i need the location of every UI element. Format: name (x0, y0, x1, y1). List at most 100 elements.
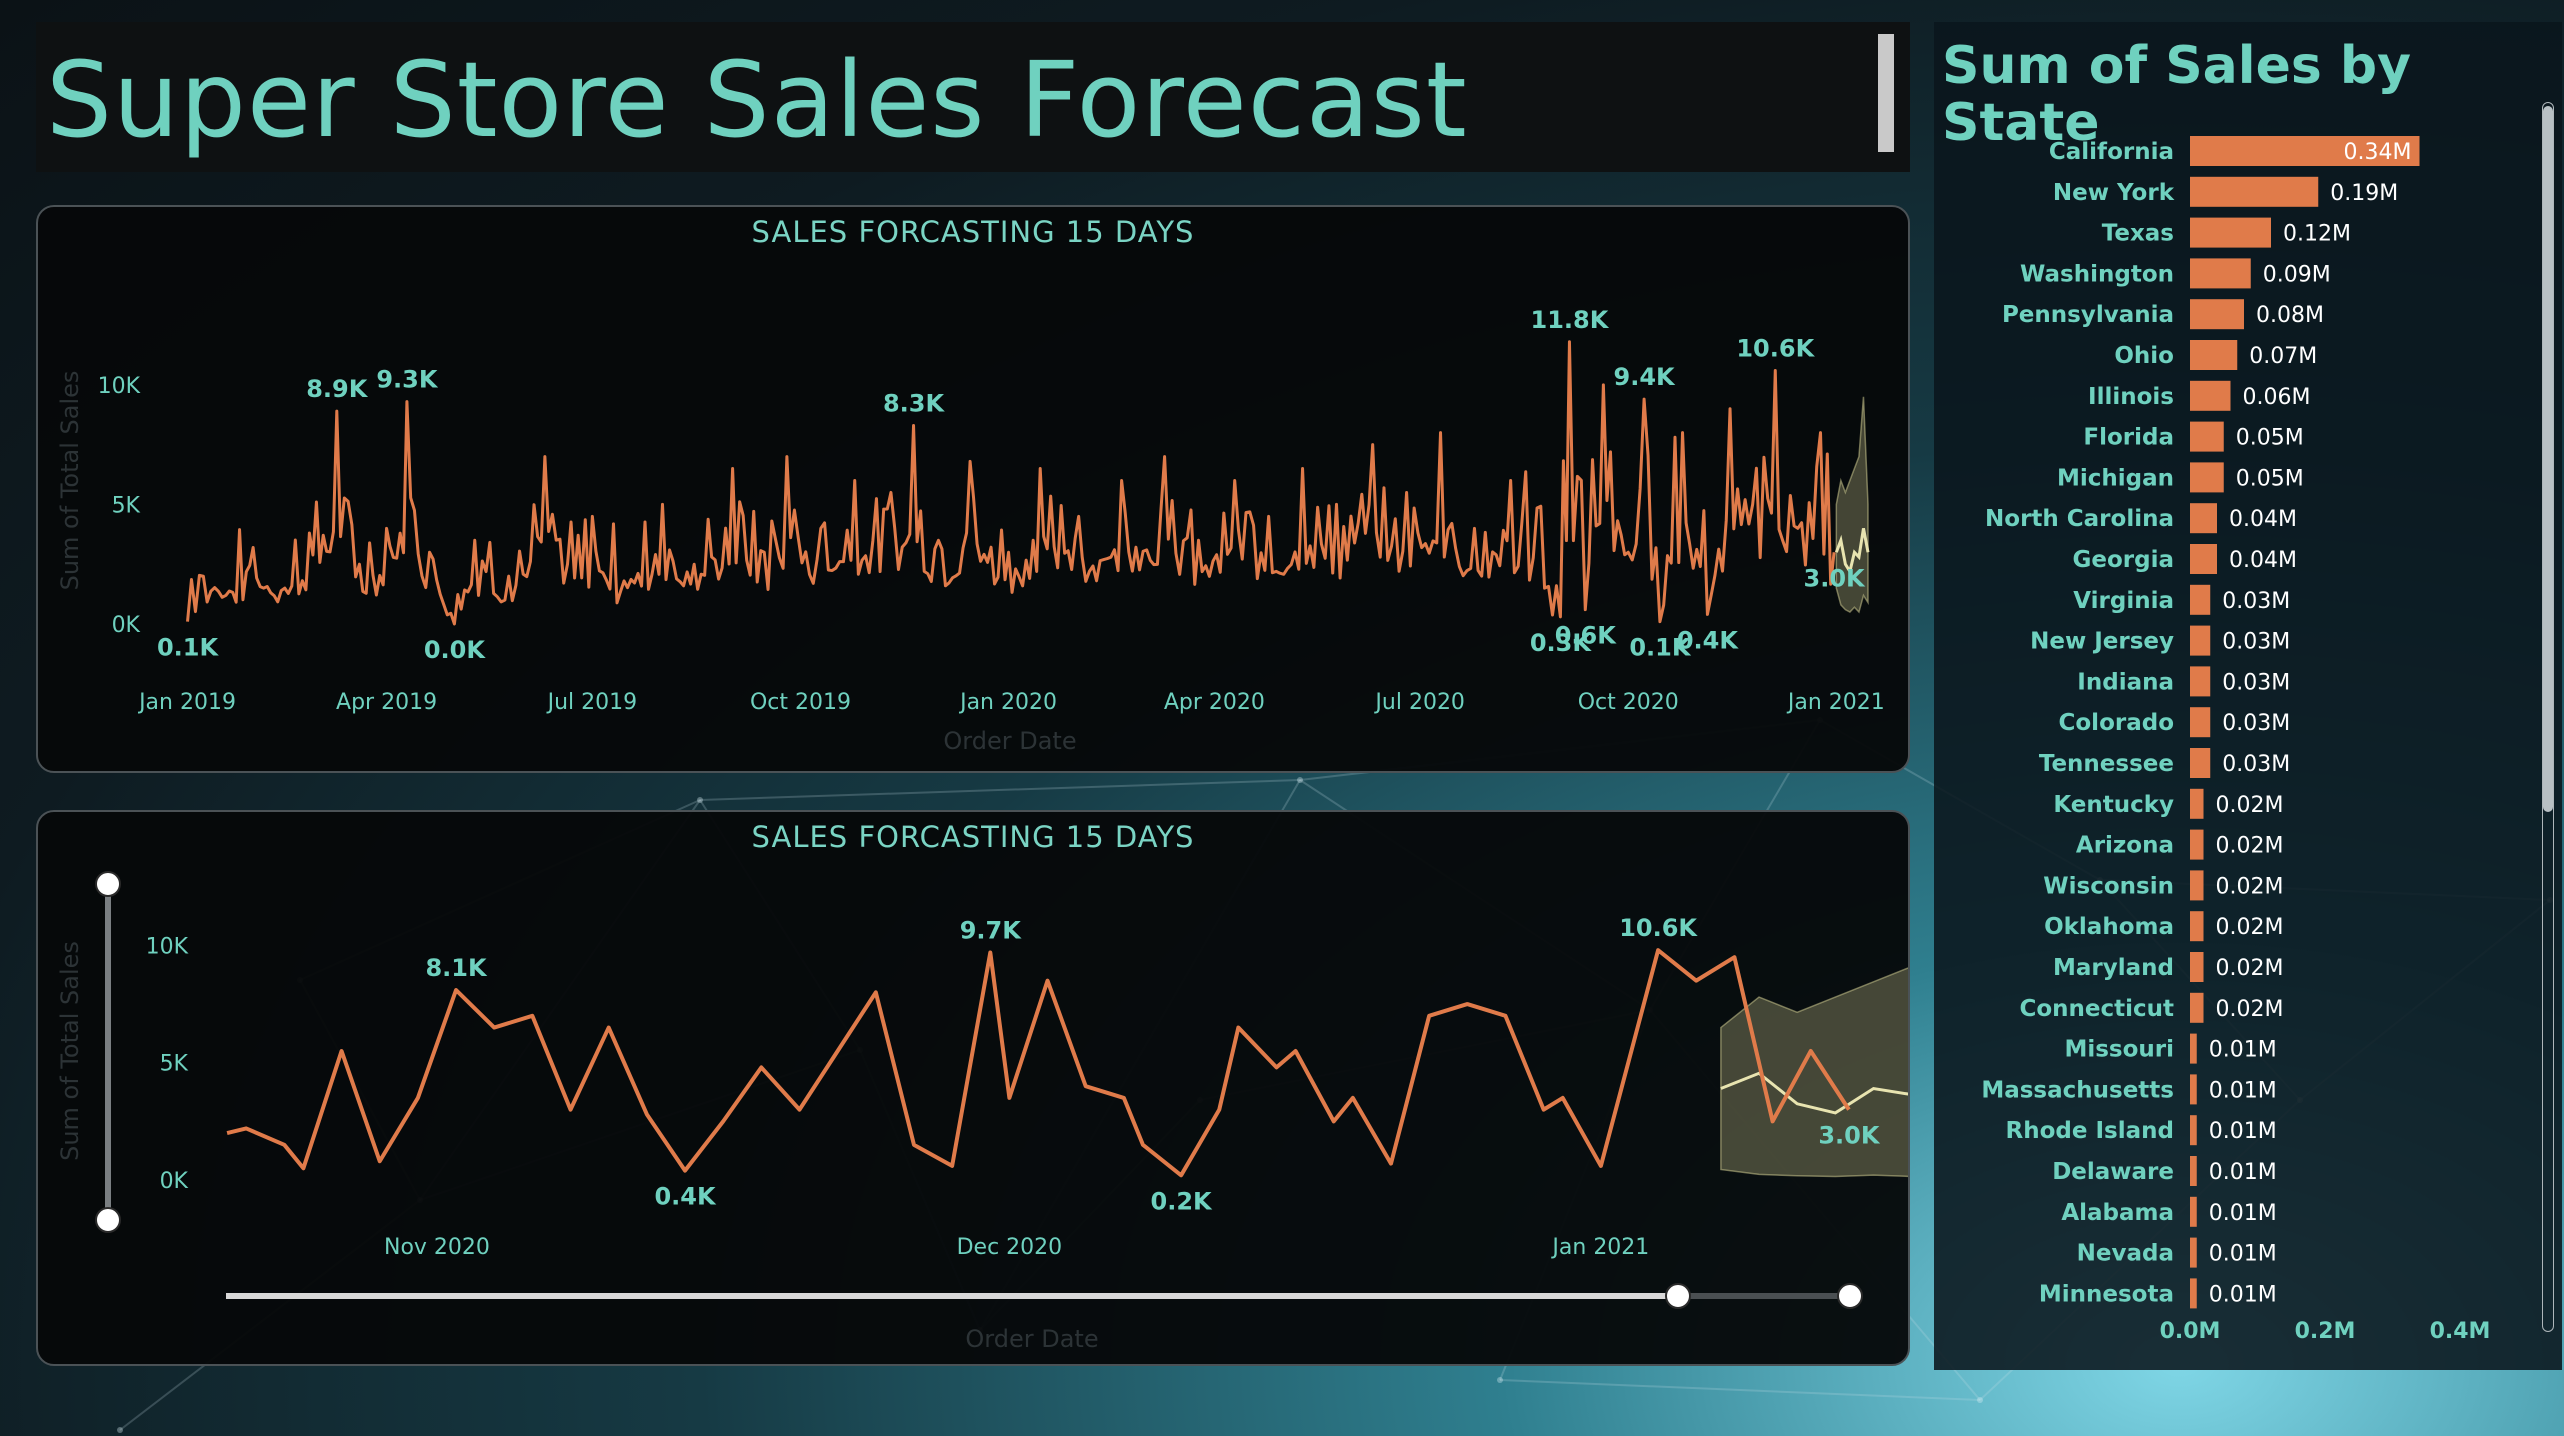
sales-forecast-zoom-chart[interactable]: Sum of Total Sales Order Date 0K 5K 10K Nov 2… (38, 812, 1989, 1364)
state-bar (2190, 136, 2420, 166)
state-label: Virginia (2073, 588, 2174, 614)
scrollbar-thumb[interactable] (2543, 106, 2553, 812)
state-bar (2190, 992, 2204, 1023)
data-label: 11.8K (1531, 306, 1610, 334)
state-bar (2190, 1196, 2197, 1227)
state-label: Rhode Island (2006, 1118, 2174, 1144)
state-label: Delaware (2052, 1159, 2174, 1185)
state-bar (2190, 380, 2231, 411)
bar-value-label: 0.01M (2209, 1201, 2277, 1226)
state-bar (2190, 666, 2211, 697)
state-bar (2190, 1074, 2197, 1105)
network-node (117, 1427, 123, 1433)
state-label: Massachusetts (1981, 1077, 2174, 1103)
state-bar (2190, 299, 2244, 330)
state-label: California (2049, 139, 2174, 165)
state-bar (2190, 748, 2211, 778)
bar-value-label: 0.12M (2283, 222, 2351, 247)
state-bar (2190, 217, 2271, 248)
state-label: Connecticut (2019, 996, 2174, 1022)
state-bar (2190, 870, 2204, 901)
state-bar (2190, 503, 2217, 534)
state-label: Tennessee (2039, 751, 2174, 777)
bar-value-label: 0.03M (2222, 670, 2290, 695)
state-label: North Carolina (1985, 506, 2174, 532)
state-label: Michigan (2057, 465, 2174, 491)
bar-value-label: 0.01M (2209, 1119, 2277, 1144)
state-label: Ohio (2114, 343, 2174, 369)
state-label: Florida (2083, 425, 2174, 451)
sales-forecast-zoom-card: SALES FORCASTING 15 DAYS Sum of Total Sa… (36, 810, 1989, 1366)
y-tick-label: 0K (160, 1169, 189, 1194)
state-label: Alabama (2061, 1200, 2174, 1226)
x-tick-label: Apr 2019 (336, 690, 437, 715)
vertical-slider-bottom-handle[interactable] (95, 1207, 121, 1233)
bar-value-label: 0.02M (2216, 834, 2284, 859)
bar-value-label: 0.05M (2236, 426, 2304, 451)
state-label: Wisconsin (2043, 873, 2174, 899)
data-label: 8.3K (883, 389, 946, 417)
state-bar (2190, 544, 2217, 574)
bar-value-label: 0.02M (2216, 793, 2284, 818)
data-label: 10.6K (1619, 914, 1698, 942)
title-banner: Super Store Sales Forecast (36, 22, 1910, 172)
data-label: 0.4K (1677, 626, 1740, 654)
scrollbar-track[interactable] (2542, 102, 2554, 1332)
state-bar (2190, 829, 2204, 860)
state-bar (2190, 911, 2204, 942)
network-node (697, 797, 703, 803)
horizontal-slider-right-handle[interactable] (1837, 1283, 1863, 1309)
data-label: 9.7K (960, 916, 1023, 944)
data-label: 0.1K (157, 634, 220, 662)
state-label: Kentucky (2053, 792, 2174, 818)
sales-line (226, 948, 1851, 1178)
data-label: 3.0K (1818, 1122, 1881, 1150)
data-label: 3.0K (1804, 564, 1867, 592)
state-label: Missouri (2064, 1037, 2174, 1063)
x-tick-label: Apr 2020 (1164, 690, 1265, 715)
bar-value-label: 0.03M (2222, 630, 2290, 655)
y-axis-label: Sum of Total Sales (56, 941, 84, 1161)
bar-value-label: 0.02M (2216, 997, 2284, 1022)
bar-value-label: 0.01M (2209, 1078, 2277, 1103)
x-tick-label: Jan 2019 (137, 690, 236, 715)
sales-by-state-chart[interactable]: California 0.34M New York 0.19M Texas 0.12M Wa… (1934, 22, 2562, 1370)
x-tick-label: Jul 2020 (1373, 690, 1465, 715)
bar-value-label: 0.09M (2263, 262, 2331, 287)
x-tick-label: 0.0M (2160, 1319, 2221, 1344)
bar-value-label: 0.34M (2344, 140, 2412, 165)
forecast-line (1834, 528, 1870, 576)
bar-value-label: 0.03M (2222, 589, 2290, 614)
state-bar (2190, 952, 2204, 982)
x-tick-label: 0.2M (2295, 1319, 2356, 1344)
y-tick-label: 10K (98, 374, 141, 399)
bar-value-label: 0.01M (2209, 1160, 2277, 1185)
data-label: 0.6K (1555, 622, 1618, 650)
forecast-confidence-band (1720, 888, 1989, 1178)
data-label: 8.9K (306, 375, 369, 403)
x-tick-label: Jan 2020 (958, 690, 1057, 715)
sales-forecast-overview-chart[interactable]: Sum of Total Sales Order Date 0K 5K 10K Jan 2… (38, 207, 1908, 771)
state-label: New Jersey (2030, 629, 2174, 655)
x-tick-label: Oct 2019 (750, 690, 851, 715)
page-title: Super Store Sales Forecast (46, 39, 1468, 161)
bar-value-label: 0.04M (2229, 507, 2297, 532)
data-label: 8.1K (425, 954, 488, 982)
network-line (1499, 1379, 1981, 1401)
state-label: Minnesota (2039, 1281, 2174, 1307)
data-label: 10.6K (1736, 334, 1815, 362)
x-tick-label: Jul 2019 (546, 690, 638, 715)
bar-value-label: 0.02M (2216, 956, 2284, 981)
state-bar (2190, 1156, 2197, 1186)
data-label: 9.4K (1614, 363, 1677, 391)
state-bar (2190, 788, 2204, 819)
bar-value-label: 0.03M (2222, 711, 2290, 736)
state-bar (2190, 1033, 2197, 1064)
horizontal-slider-left-handle[interactable] (1665, 1283, 1691, 1309)
vertical-slider-top-handle[interactable] (95, 871, 121, 897)
state-bar (2190, 258, 2251, 289)
bar-value-label: 0.01M (2209, 1282, 2277, 1307)
state-list-scrollbar[interactable] (2542, 102, 2556, 1332)
title-scrollbar[interactable] (1878, 34, 1894, 152)
state-bar (2190, 584, 2211, 615)
